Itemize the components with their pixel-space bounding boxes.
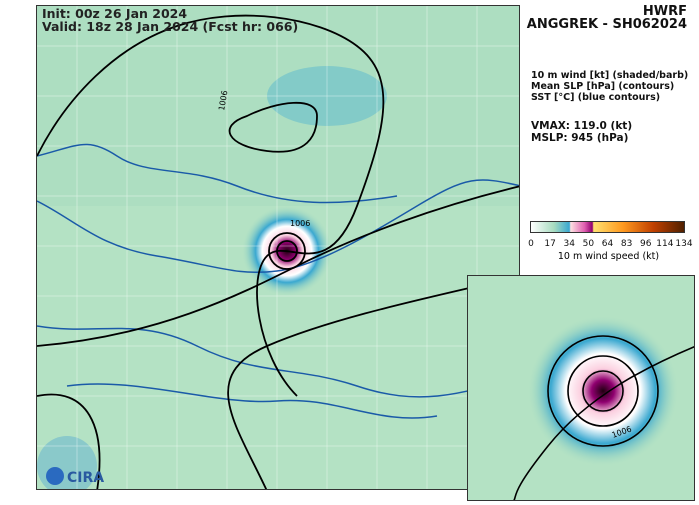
- colorbar-tick: 96: [640, 239, 652, 249]
- colorbar-tick: 50: [582, 239, 595, 249]
- inset-storm-core: [528, 316, 678, 466]
- colorbar-tick: 0: [528, 239, 534, 249]
- legend-slp: Mean SLP [hPa] (contours): [531, 81, 675, 92]
- vmax: VMAX: 119.0 (kt): [531, 120, 633, 132]
- storm-name: ANGGREK - SH062024: [526, 17, 687, 32]
- colorbar: [530, 221, 685, 233]
- inset-map: 1006: [467, 275, 695, 501]
- valid-time: Valid: 18z 28 Jan 2024 (Fcst hr: 066): [42, 19, 299, 34]
- colorbar-tick: 114: [656, 239, 674, 249]
- contour-label: 1006: [290, 219, 310, 228]
- main-map: 1006 1006 CIRA: [36, 5, 520, 490]
- model-name: HWRF: [642, 4, 687, 19]
- contour-label: 1006: [217, 90, 229, 112]
- colorbar-label: 10 m wind speed (kt): [557, 251, 660, 262]
- legend-wind: 10 m wind [kt] (shaded/barb): [531, 70, 689, 81]
- cira-logo: CIRA: [67, 470, 104, 486]
- colorbar-tick: 17: [544, 239, 556, 249]
- colorbar-tick: 34: [563, 239, 575, 249]
- slp-contours: [37, 14, 519, 489]
- init-time: Init: 00z 26 Jan 2024: [42, 6, 188, 21]
- colorbar-tick: 64: [601, 239, 614, 249]
- cira-logo-mark: [46, 467, 64, 485]
- colorbar-tick: 83: [620, 239, 633, 249]
- legend-sst: SST [°C] (blue contours): [531, 92, 661, 103]
- colorbar-tick: 134: [675, 239, 693, 249]
- mslp: MSLP: 945 (hPa): [531, 132, 629, 144]
